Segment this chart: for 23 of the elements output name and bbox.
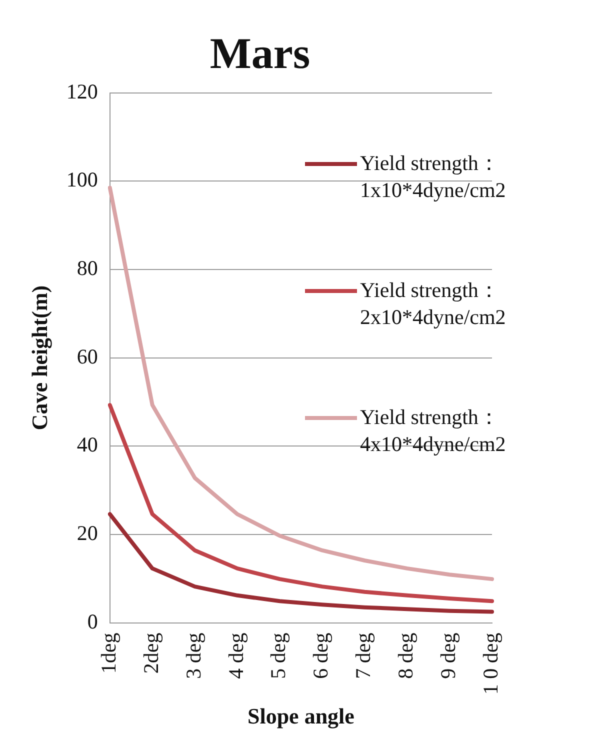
- y-tick-label: 120: [66, 79, 98, 104]
- x-tick-label: 5 deg: [266, 632, 290, 679]
- legend-label: Yield strength：1x10*4dyne/cm2: [360, 150, 507, 204]
- x-tick-label: 6 deg: [308, 632, 333, 679]
- x-tick-label: 8 deg: [394, 632, 418, 679]
- x-tick-label: 3 deg: [181, 632, 206, 679]
- x-tick-label: 9 deg: [436, 632, 460, 679]
- x-tick-label: 2deg: [138, 632, 163, 674]
- y-tick-label: 0: [87, 609, 98, 634]
- y-tick-label: 100: [66, 168, 98, 192]
- x-tick-label: 1deg: [96, 632, 120, 674]
- y-tick-label: 80: [76, 256, 98, 280]
- x-tick-label: 1 0 deg: [478, 632, 503, 695]
- legend-label: Yield strength：2x10*4dyne/cm2: [360, 277, 507, 331]
- chart-title: Mars: [210, 28, 310, 78]
- x-axis-title: Slope angle: [247, 703, 355, 728]
- x-tick-label: 7 deg: [351, 632, 376, 679]
- legend-label: Yield strength：4x10*4dyne/cm2: [360, 404, 507, 458]
- y-axis-title: Cave height(m): [26, 285, 52, 430]
- x-tick-label: 4 deg: [224, 632, 248, 679]
- y-tick-label: 60: [76, 344, 98, 368]
- y-tick-label: 20: [76, 520, 98, 545]
- y-tick-label: 40: [76, 432, 98, 457]
